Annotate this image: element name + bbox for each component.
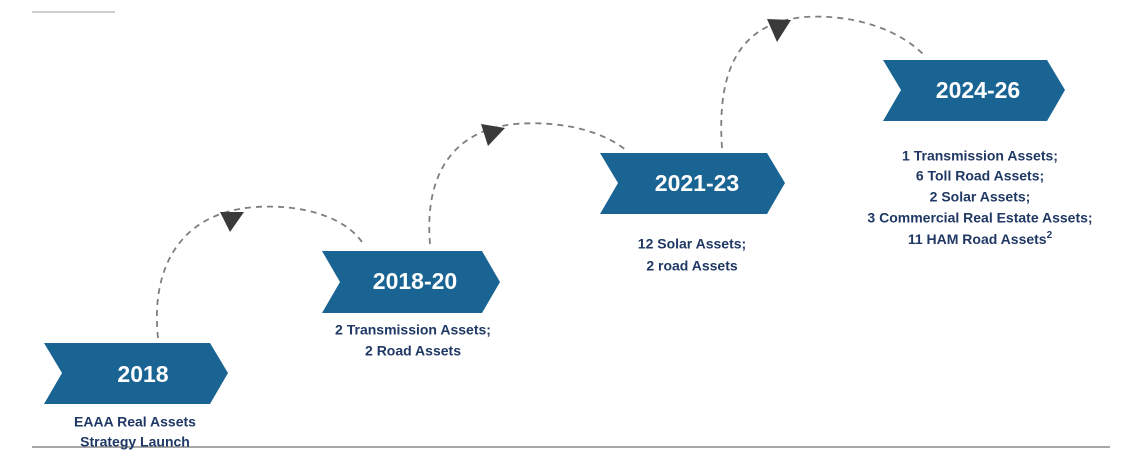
connector-arc: [156, 205, 363, 339]
description: 12 Solar Assets;: [638, 236, 746, 252]
description: 1 Transmission Assets;: [902, 148, 1058, 164]
chevron: [44, 343, 228, 404]
chevron: [600, 153, 785, 214]
description: Strategy Launch: [80, 434, 190, 450]
description-text: 11 HAM Road Assets: [908, 231, 1047, 247]
description: 11 HAM Road Assets2: [908, 230, 1053, 247]
arrowhead: [767, 19, 791, 42]
description: 6 Toll Road Assets;: [916, 168, 1044, 184]
milestone-label: 2021-23: [655, 170, 739, 196]
footnote-marker: 2: [1047, 230, 1053, 241]
chevron: [883, 60, 1065, 121]
description: 2 Transmission Assets;: [335, 322, 491, 338]
description: 2 Road Assets: [365, 343, 461, 359]
milestone-label: 2018-20: [373, 268, 457, 294]
connector-arc: [428, 122, 629, 245]
description: 3 Commercial Real Estate Assets;: [867, 210, 1092, 226]
description: 2 Solar Assets;: [930, 189, 1031, 205]
description: EAAA Real Assets: [74, 414, 196, 430]
arrowhead: [481, 124, 505, 146]
milestone-label: 2018: [117, 361, 168, 387]
connector-arc: [720, 15, 926, 149]
milestone-label: 2024-26: [936, 77, 1020, 103]
description: 2 road Assets: [646, 258, 738, 274]
chevron: [322, 251, 500, 313]
arrowhead: [220, 212, 244, 232]
